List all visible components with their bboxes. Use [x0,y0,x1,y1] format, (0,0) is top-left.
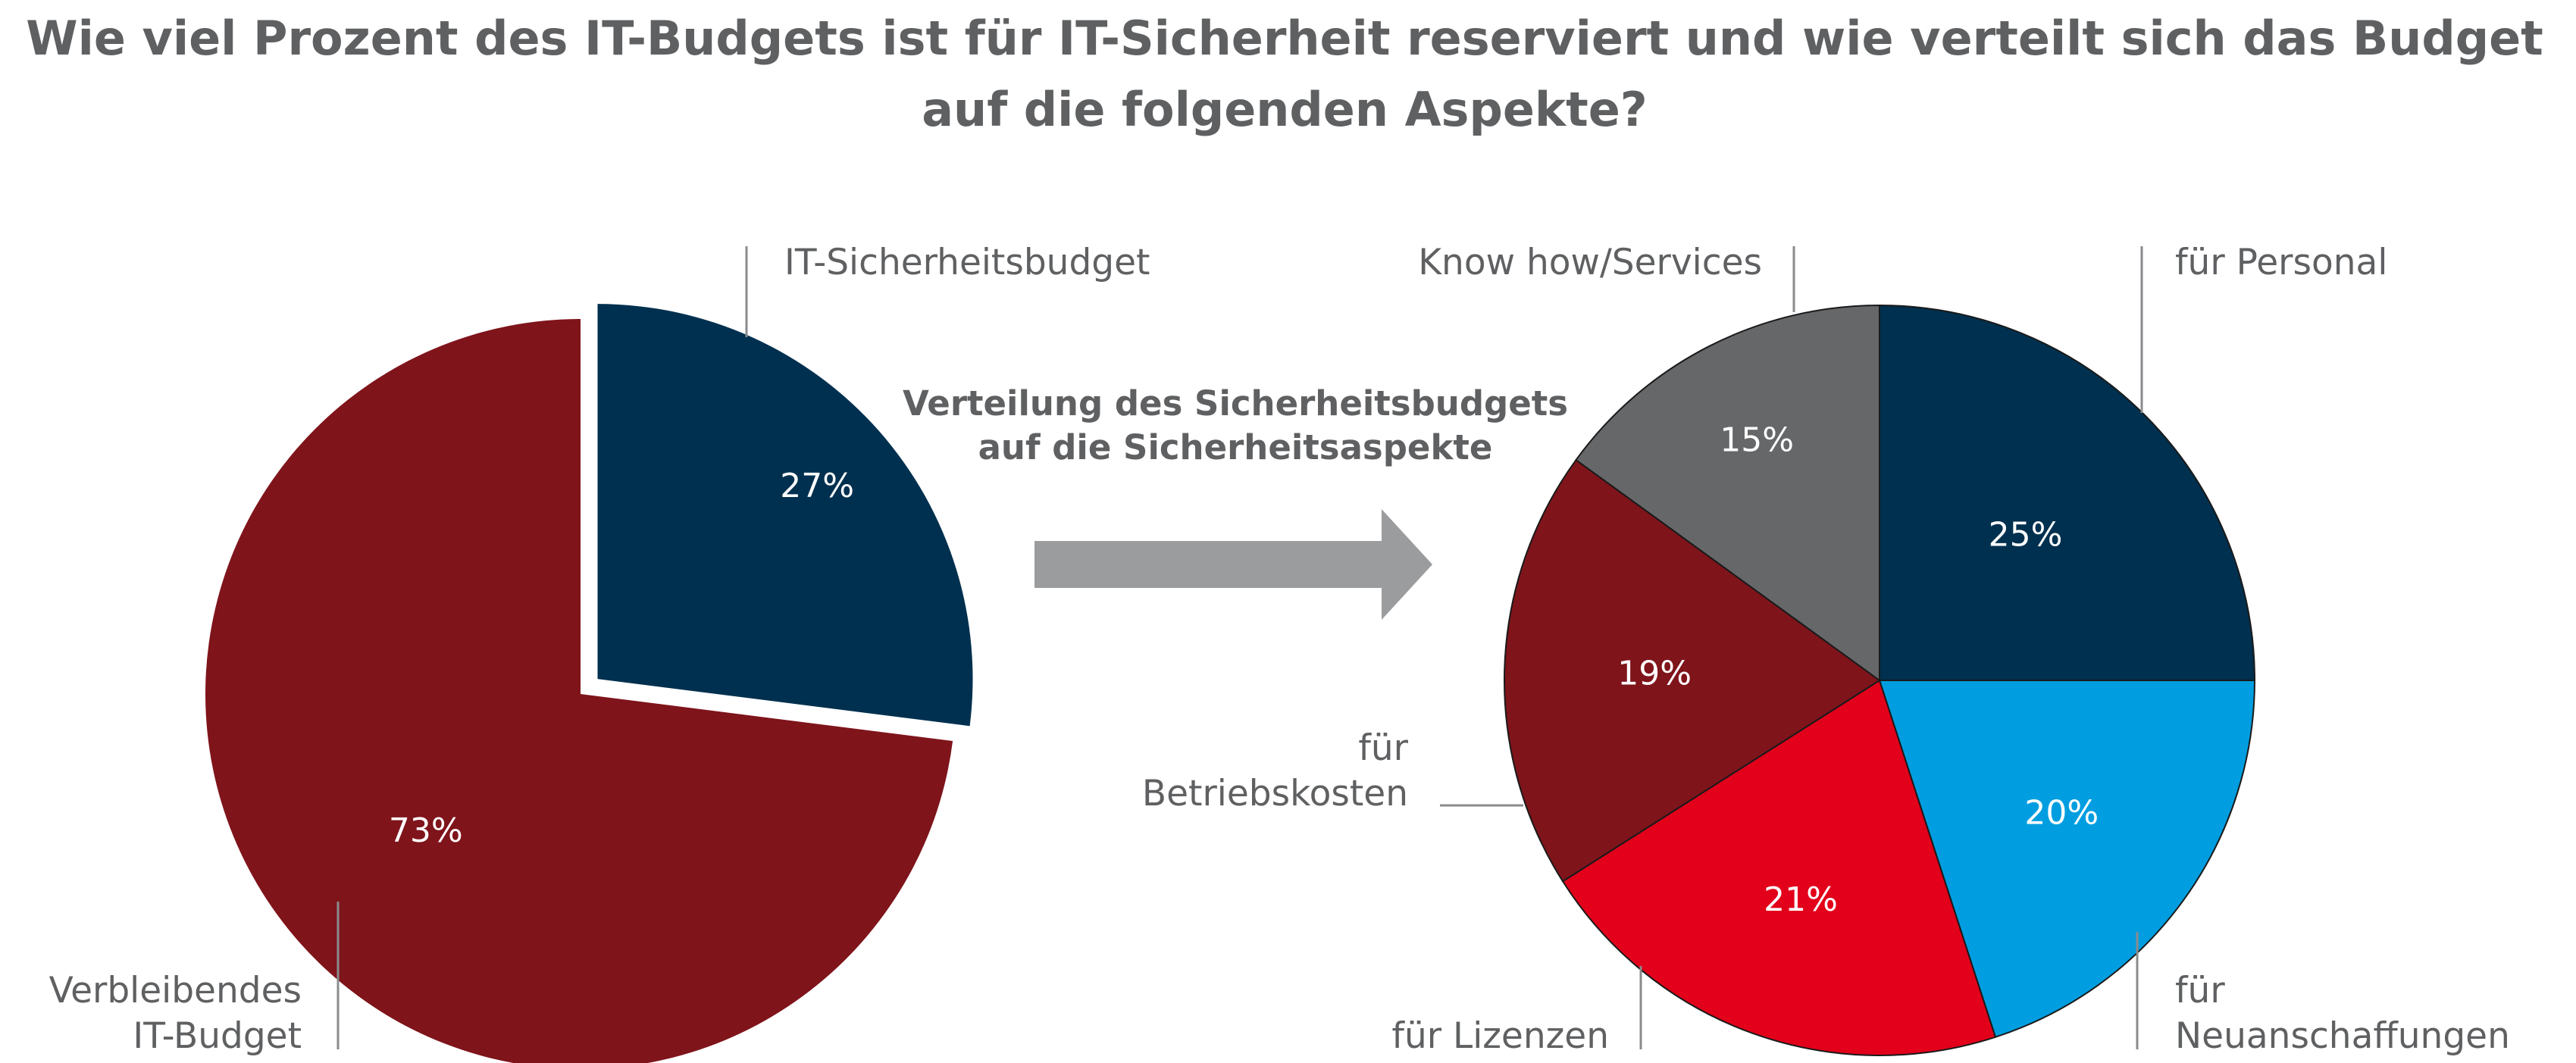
value-label-f-r-lizenzen: 21% [1764,880,1838,919]
value-label-know-how-services: 15% [1720,421,1794,459]
label-betriebskosten-line2: Betriebskosten [1142,773,1408,814]
pie-slice-f-r-betriebskosten [1504,458,1881,883]
label-neuanschaffungen-line2: Neuanschaffungen [2175,1015,2510,1057]
pie-security-budget: 25% 20% 21% 19% 15% [1504,304,2256,1056]
pie-slice-it-sicherheitsbudget [597,304,973,727]
distribution-label-line2: auf die Sicherheitsaspekte [978,427,1493,467]
pie-slice-verbleibendes-it-budget [205,319,953,1063]
label-lizenzen: für Lizenzen [1391,1015,1609,1057]
label-personal: für Personal [2175,242,2387,283]
label-betriebskosten-line1: für [1358,727,1408,769]
label-know-how-services: Know how/Services [1418,242,1762,283]
value-label-it-sicherheitsbudget: 27% [780,467,854,505]
label-it-sicherheitsbudget: IT-Sicherheitsbudget [784,242,1150,283]
value-label-f-r-neuanschaffungen: 20% [2024,794,2099,833]
pie-slice-know-how-services [1575,304,1880,682]
value-label-verbleibendes-it-budget: 73% [389,811,463,850]
label-verbleibendes-line1: Verbleibendes [49,970,302,1011]
distribution-label-line1: Verteilung des Sicherheitsbudgets [903,383,1568,424]
arrow-right-icon [1034,509,1432,620]
pie-slice-f-r-personal [1879,304,2256,681]
chart-title-line2: auf die folgenden Aspekte? [922,82,1648,137]
pie-slice-f-r-lizenzen [1561,679,1997,1056]
pie-slice-f-r-neuanschaffungen [1878,680,2256,1039]
value-label-f-r-personal: 25% [1989,515,2063,554]
value-label-f-r-betriebskosten: 19% [1617,655,1692,693]
pie-it-budget: 27% 73% [205,304,973,1063]
chart-title-line1: Wie viel Prozent des IT-Budgets ist für … [26,11,2543,66]
label-verbleibendes-line2: IT-Budget [133,1015,302,1057]
label-neuanschaffungen-line1: für [2175,970,2225,1011]
